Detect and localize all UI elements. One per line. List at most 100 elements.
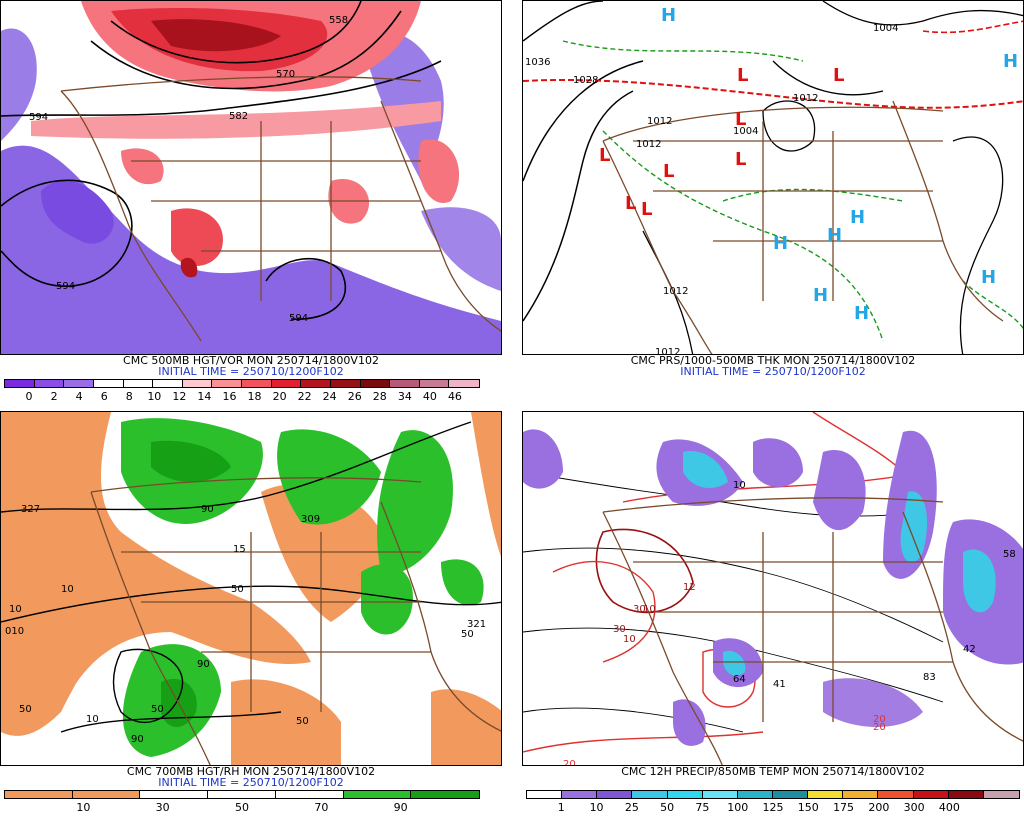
low-pressure-center: L [735, 149, 746, 170]
colorbar-swatch [360, 380, 391, 387]
low-pressure-center: L [599, 145, 610, 166]
colorbar-tick-label: 46 [447, 390, 462, 403]
isobar-label: 1004 [873, 23, 898, 34]
colorbar-tick-label: 40 [422, 390, 437, 403]
low-pressure-center: L [833, 65, 844, 86]
panel-init-time: INITIAL TIME = 250710/1200F102 [158, 776, 344, 789]
colorbar-swatch [390, 380, 420, 387]
map-500mb: 594 594 594 582 570 558 [0, 0, 502, 355]
high-pressure-center: H [813, 285, 828, 306]
temp-label: 20 [873, 722, 886, 733]
colorbar-swatch [275, 791, 344, 798]
colorbar-tick-label: 0 [25, 390, 33, 403]
colorbar-swatch [123, 380, 154, 387]
panel-title: CMC 12H PRECIP/850MB TEMP MON 250714/180… [621, 765, 925, 778]
colorbar-swatch [772, 791, 809, 798]
panel-title: CMC 700MB HGT/RH MON 250714/1800V102 [126, 765, 376, 778]
colorbar-tick-label: 75 [695, 801, 710, 814]
colorbar-swatch [301, 380, 331, 387]
colorbar-swatch [93, 380, 124, 387]
colorbar-tick-label: 200 [868, 801, 890, 814]
colorbar-tick-label: 125 [762, 801, 784, 814]
isobar-label: 1028 [573, 75, 598, 86]
colorbar-swatch [737, 791, 773, 798]
colorbar-ticks: 0 2 4 6 8 10 12 14 16 18 20 22 24 26 28 34 40 46 [4, 390, 480, 403]
contour-label: 15 [233, 544, 246, 555]
colorbar-tick-label: 90 [393, 801, 408, 814]
panel-precip-temp: 10 12 10 10 20 20 30 30 41 64 83 42 58 2… [522, 411, 1024, 815]
colorbar-swatch [878, 791, 914, 798]
isobar-label: 1012 [663, 286, 688, 297]
colorbar-swatch [411, 791, 480, 798]
colorbar-ticks: 1 10 25 50 75 100 125 150 175 200 300 400 [526, 801, 1020, 814]
colorbar [4, 379, 480, 388]
colorbar-swatch [343, 791, 412, 798]
colorbar-swatch [597, 791, 633, 798]
contour-label: 321 [467, 619, 486, 630]
low-vorticity-area [1, 145, 501, 354]
colorbar-swatch [5, 791, 73, 798]
colorbar-tick-label: 10 [147, 390, 162, 403]
high-pressure-center: H [854, 303, 869, 324]
high-pressure-center: H [850, 207, 865, 228]
colorbar-tick-label: 175 [833, 801, 855, 814]
colorbar-swatch [527, 791, 563, 798]
colorbar-swatch [983, 791, 1019, 798]
colorbar-tick-label: 2 [50, 390, 58, 403]
colorbar-tick-label: 18 [247, 390, 262, 403]
low-pressure-center: L [663, 161, 674, 182]
contour-label: 10 [9, 604, 22, 615]
contour-label: 10 [61, 584, 74, 595]
temp-label: 30 [613, 624, 626, 635]
precip-label: 64 [733, 674, 746, 685]
colorbar-swatch [5, 380, 35, 387]
colorbar-swatch [667, 791, 703, 798]
isobar-label: 1012 [647, 116, 672, 127]
contour-label: 594 [29, 112, 48, 123]
colorbar-tick-label: 24 [322, 390, 337, 403]
temp-label: 10 [623, 634, 636, 645]
colorbar-tick-label: 6 [100, 390, 108, 403]
colorbar-swatch [140, 791, 209, 798]
colorbar-swatch [153, 380, 183, 387]
colorbar-tick-label: 25 [624, 801, 639, 814]
contour-label: 558 [329, 15, 348, 26]
colorbar-swatch [808, 791, 844, 798]
contour-label: 309 [301, 514, 320, 525]
panel-init-time: INITIAL TIME = 250710/1200F102 [680, 365, 866, 378]
colorbar-swatch [702, 791, 738, 798]
colorbar-ticks: 10 30 50 70 90 [4, 801, 480, 814]
colorbar-tick-label: 20 [272, 390, 287, 403]
high-pressure-center: H [827, 225, 842, 246]
panel-700mb-hgt-rh: 327 010 10 10 10 50 50 50 50 50 15 90 32… [0, 411, 502, 815]
low-pressure-center: L [641, 199, 652, 220]
map-500mb-svg: 594 594 594 582 570 558 [1, 1, 501, 354]
high-pressure-center: H [773, 233, 788, 254]
contour-label: 582 [229, 111, 248, 122]
colorbar-swatch [208, 791, 276, 798]
low-pressure-center: L [737, 65, 748, 86]
isobar-label: 1012 [655, 347, 680, 355]
colorbar-tick-label: 8 [125, 390, 133, 403]
colorbar-swatch [72, 791, 141, 798]
temp-label: 20 [563, 759, 576, 766]
precip-label: 83 [923, 672, 936, 683]
map-pressure-svg: H H H H H H H H L L L L L L L L 1036 102… [523, 1, 1023, 355]
colorbar-swatch [449, 380, 479, 387]
isobar-label: 1004 [733, 126, 758, 137]
contour-label: 010 [5, 626, 24, 637]
map-700mb-svg: 327 010 10 10 10 50 50 50 50 50 15 90 32… [1, 412, 501, 765]
colorbar-swatch [843, 791, 879, 798]
colorbar-swatch [64, 380, 94, 387]
temp-label: 20 [873, 714, 886, 725]
contour-label: 50 [296, 716, 309, 727]
contour-label: 90 [197, 659, 210, 670]
map-pressure: H H H H H H H H L L L L L L L L 1036 102… [522, 0, 1024, 355]
colorbar-swatch [242, 380, 272, 387]
map-700mb: 327 010 10 10 10 50 50 50 50 50 15 90 32… [0, 411, 502, 766]
map-precip: 10 12 10 10 20 20 30 30 41 64 83 42 58 2… [522, 411, 1024, 766]
contour-label: 570 [276, 69, 295, 80]
colorbar-tick-label: 400 [938, 801, 960, 814]
low-pressure-center: L [625, 193, 636, 214]
colorbar-swatch [34, 380, 65, 387]
